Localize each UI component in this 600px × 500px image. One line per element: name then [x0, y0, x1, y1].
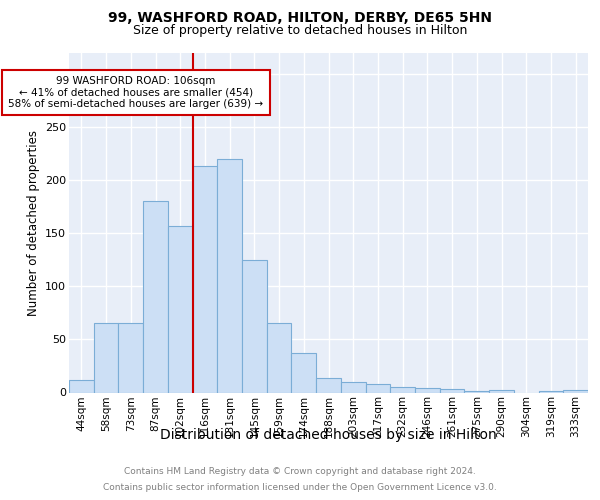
Text: Contains public sector information licensed under the Open Government Licence v3: Contains public sector information licen…: [103, 482, 497, 492]
Text: Size of property relative to detached houses in Hilton: Size of property relative to detached ho…: [133, 24, 467, 37]
Text: Contains HM Land Registry data © Crown copyright and database right 2024.: Contains HM Land Registry data © Crown c…: [124, 466, 476, 475]
Bar: [267, 324, 292, 392]
Bar: [242, 260, 267, 392]
Bar: [94, 324, 118, 392]
Bar: [118, 324, 143, 392]
Text: Distribution of detached houses by size in Hilton: Distribution of detached houses by size …: [160, 428, 497, 442]
Bar: [489, 390, 514, 392]
Bar: [292, 353, 316, 393]
Y-axis label: Number of detached properties: Number of detached properties: [26, 130, 40, 316]
Bar: [563, 390, 588, 392]
Bar: [193, 166, 217, 392]
Bar: [316, 378, 341, 392]
Bar: [341, 382, 365, 392]
Bar: [143, 201, 168, 392]
Text: 99, WASHFORD ROAD, HILTON, DERBY, DE65 5HN: 99, WASHFORD ROAD, HILTON, DERBY, DE65 5…: [108, 11, 492, 25]
Text: 99 WASHFORD ROAD: 106sqm
← 41% of detached houses are smaller (454)
58% of semi-: 99 WASHFORD ROAD: 106sqm ← 41% of detach…: [8, 76, 263, 109]
Bar: [365, 384, 390, 392]
Bar: [440, 390, 464, 392]
Bar: [390, 387, 415, 392]
Bar: [69, 380, 94, 392]
Bar: [217, 159, 242, 392]
Bar: [168, 226, 193, 392]
Bar: [415, 388, 440, 392]
